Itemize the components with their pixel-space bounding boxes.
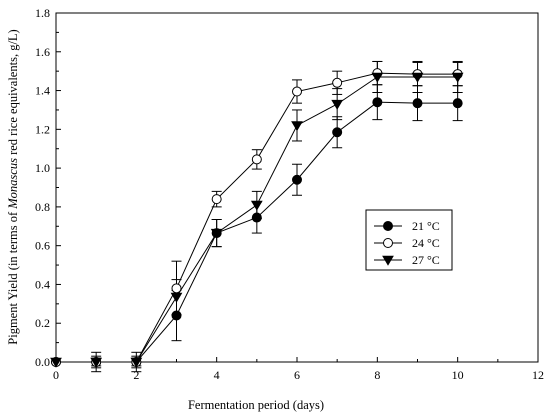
data-point	[292, 174, 302, 185]
legend-marker	[383, 238, 393, 248]
data-point	[371, 72, 384, 83]
x-axis-title: Fermentation period (days)	[188, 398, 324, 412]
chart-axes: 0 2 4 6 8 10 12 0.0 0.2 0.4 0.6 0.8 1.0 1.2 1.4 1.6 1.8	[35, 6, 544, 382]
data-point	[251, 154, 262, 165]
data-point	[130, 357, 143, 368]
data-point	[250, 200, 263, 211]
y-tick-label: 1.2	[35, 122, 50, 136]
y-tick-label: 0.2	[35, 316, 50, 330]
y-tick-label: 1.4	[35, 84, 50, 98]
data-point	[50, 357, 62, 368]
data-point	[332, 127, 343, 138]
data-point	[412, 98, 423, 109]
data-point	[452, 98, 463, 109]
legend: 21 °C 24 °C 27 °C	[365, 209, 453, 271]
legend-label: 24 °C	[412, 236, 440, 250]
y-tick-label: 1.8	[35, 6, 50, 20]
data-point	[251, 212, 262, 223]
data-point	[292, 86, 302, 97]
data-point	[171, 283, 182, 294]
y-axis-title-part: red rice equivalents, g/L)	[6, 29, 20, 158]
legend-marker	[382, 255, 394, 266]
data-point	[332, 77, 343, 88]
data-point	[372, 97, 383, 108]
x-tick-label: 2	[133, 368, 139, 382]
y-tick-label: 0.0	[35, 355, 50, 369]
y-tick-label: 0.4	[35, 277, 50, 291]
x-tick-label: 0	[53, 368, 59, 382]
series-markers	[50, 68, 464, 368]
legend-label: 21 °C	[412, 219, 440, 233]
x-tick-label: 12	[532, 368, 544, 382]
y-tick-label: 1.6	[35, 45, 50, 59]
data-point	[291, 121, 303, 132]
y-axis-title: Pigment Yield (in terms of Monascus red …	[6, 29, 20, 344]
data-point	[211, 194, 222, 205]
x-tick-label: 10	[452, 368, 464, 382]
data-point	[331, 99, 344, 110]
data-point	[451, 72, 464, 83]
y-tick-label: 0.6	[35, 239, 50, 253]
y-tick-label: 0.8	[35, 200, 50, 214]
data-point	[90, 357, 103, 368]
data-point	[411, 72, 424, 83]
y-axis-title-part: Pigment Yield (in terms of	[6, 209, 20, 345]
x-tick-label: 4	[214, 368, 220, 382]
data-point	[170, 292, 183, 303]
data-point	[210, 228, 223, 239]
y-axis-title-italic: Monascus	[6, 158, 20, 210]
legend-label: 27 °C	[412, 253, 440, 267]
x-tick-label: 6	[294, 368, 300, 382]
legend-marker	[383, 221, 393, 231]
y-tick-label: 1.0	[35, 161, 50, 175]
data-point	[171, 310, 182, 321]
x-tick-label: 8	[374, 368, 380, 382]
